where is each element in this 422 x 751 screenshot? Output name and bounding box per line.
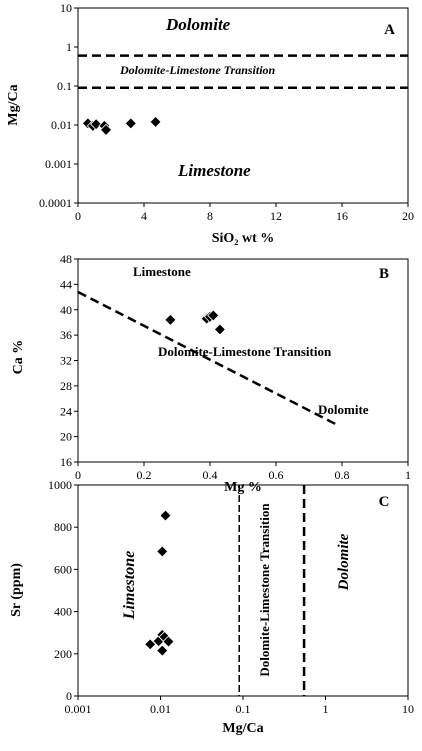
- panel-a-y-tick-label: 0.0001: [39, 196, 72, 210]
- panel-b-data-point: [207, 309, 220, 322]
- panel-b-x-tick-label: 1: [405, 468, 411, 482]
- panel-a-y-axis-label: Mg/Ca: [6, 84, 21, 125]
- panel-c-data-point: [162, 635, 175, 648]
- panel-c-y-tick-label: 800: [54, 520, 72, 534]
- panel-a-x-tick-label: 20: [402, 209, 414, 223]
- panel-c: 0 200 400 600 800 1000 0.001 0.01 0.1 1 10 C Lime…: [9, 478, 414, 736]
- panel-a-transition-label: Dolomite-Limestone Transition: [119, 63, 276, 77]
- panel-a-x-tick-label: 16: [336, 209, 348, 223]
- panel-a-y-tick-label: 0.001: [45, 157, 72, 171]
- panel-c-data-point: [159, 509, 172, 522]
- panel-b-y-tick-label: 44: [60, 277, 72, 291]
- panel-b-data-point: [164, 313, 177, 326]
- panel-b-x-tick-label: 0.2: [137, 468, 152, 482]
- panel-a-y-tick-label: 1: [66, 40, 72, 54]
- panel-c-data-point: [156, 644, 169, 657]
- panel-c-y-tick-label: 600: [54, 562, 72, 576]
- panel-a-dolomite-label: Dolomite: [165, 15, 231, 34]
- panel-b-y-tick-label: 20: [60, 430, 72, 444]
- panel-c-y-axis-label: Sr (ppm): [9, 563, 24, 617]
- panel-a-limestone-label: Limestone: [177, 161, 251, 180]
- panel-b-limestone-label: Limestone: [133, 264, 191, 279]
- panel-c-limestone-label: Limestone: [121, 551, 138, 620]
- panel-c-y-tick-label: 200: [54, 647, 72, 661]
- panel-c-data-point: [156, 545, 169, 558]
- panel-a-x-tick-label: 0: [75, 209, 81, 223]
- panel-a-data-point: [149, 115, 162, 128]
- panel-b: 16 20 24 28 32 36 40 44 48 0 0.2 0.4 0.6 0.8 1 B Lime…: [11, 252, 411, 495]
- panel-a-x-tick-label: 12: [270, 209, 282, 223]
- panel-a-y-tick-label: 0.1: [57, 79, 72, 93]
- panel-c-x-tick-label: 0.1: [236, 702, 251, 716]
- panel-b-x-tick-label: 0.6: [269, 468, 284, 482]
- panel-b-x-tick-label: 0.8: [335, 468, 350, 482]
- panel-a-x-tick-label: 8: [207, 209, 213, 223]
- panel-c-y-tick-label: 400: [54, 605, 72, 619]
- panel-c-dolomite-label: Dolomite: [336, 533, 352, 591]
- panel-b-y-axis-label: Ca %: [11, 340, 26, 375]
- panel-a-data-point: [124, 117, 137, 130]
- panel-c-x-tick-label: 10: [402, 702, 414, 716]
- panel-c-data-point: [144, 638, 157, 651]
- panel-b-x-axis-label: Mg %: [224, 480, 262, 495]
- panel-b-dolomite-label: Dolomite: [318, 402, 369, 417]
- panel-c-y-tick-label: 0: [66, 689, 72, 703]
- panel-c-x-axis-label: Mg/Ca: [222, 721, 263, 736]
- panel-a-y-tick-label: 0.01: [51, 118, 72, 132]
- panel-b-y-tick-label: 32: [60, 354, 72, 368]
- panel-b-y-tick-label: 16: [60, 455, 72, 469]
- panel-b-boundary-line: [77, 290, 336, 426]
- panel-a: 0.0001 0.001 0.01 0.1 1 10 0 4 8 12 16 20 A Dolomi…: [6, 1, 414, 246]
- panel-c-letter: C: [379, 494, 390, 510]
- panel-c-transition-label: Dolomite-Limestone Transition: [257, 503, 272, 677]
- panel-b-plot-frame: [77, 258, 409, 463]
- panel-a-x-tick-label: 4: [141, 209, 147, 223]
- panel-b-x-tick-label: 0: [75, 468, 81, 482]
- panel-c-x-tick-label: 1: [323, 702, 329, 716]
- panel-b-letter: B: [379, 266, 389, 282]
- panel-b-y-tick-label: 36: [60, 328, 72, 342]
- panel-b-y-tick-label: 48: [60, 252, 72, 266]
- panel-b-transition-label: Dolomite-Limestone Transition: [158, 344, 332, 359]
- panel-a-data-point: [90, 118, 103, 131]
- panel-c-x-tick-label: 0.001: [65, 702, 92, 716]
- panel-c-x-tick-label: 0.01: [150, 702, 171, 716]
- panel-a-x-axis-label: SiO₂ wt %: [212, 231, 275, 246]
- panel-b-y-tick-label: 28: [60, 379, 72, 393]
- panel-a-y-tick-label: 10: [60, 1, 72, 15]
- panel-b-x-tick-label: 0.4: [203, 468, 218, 482]
- panel-c-y-tick-label: 1000: [48, 478, 72, 492]
- panel-a-plot-frame: [77, 7, 409, 204]
- panel-a-letter: A: [384, 22, 395, 38]
- panel-b-y-tick-label: 40: [60, 303, 72, 317]
- panel-b-data-point: [213, 323, 226, 336]
- panel-b-y-tick-label: 24: [60, 404, 72, 418]
- panel-a-data-point: [99, 123, 113, 136]
